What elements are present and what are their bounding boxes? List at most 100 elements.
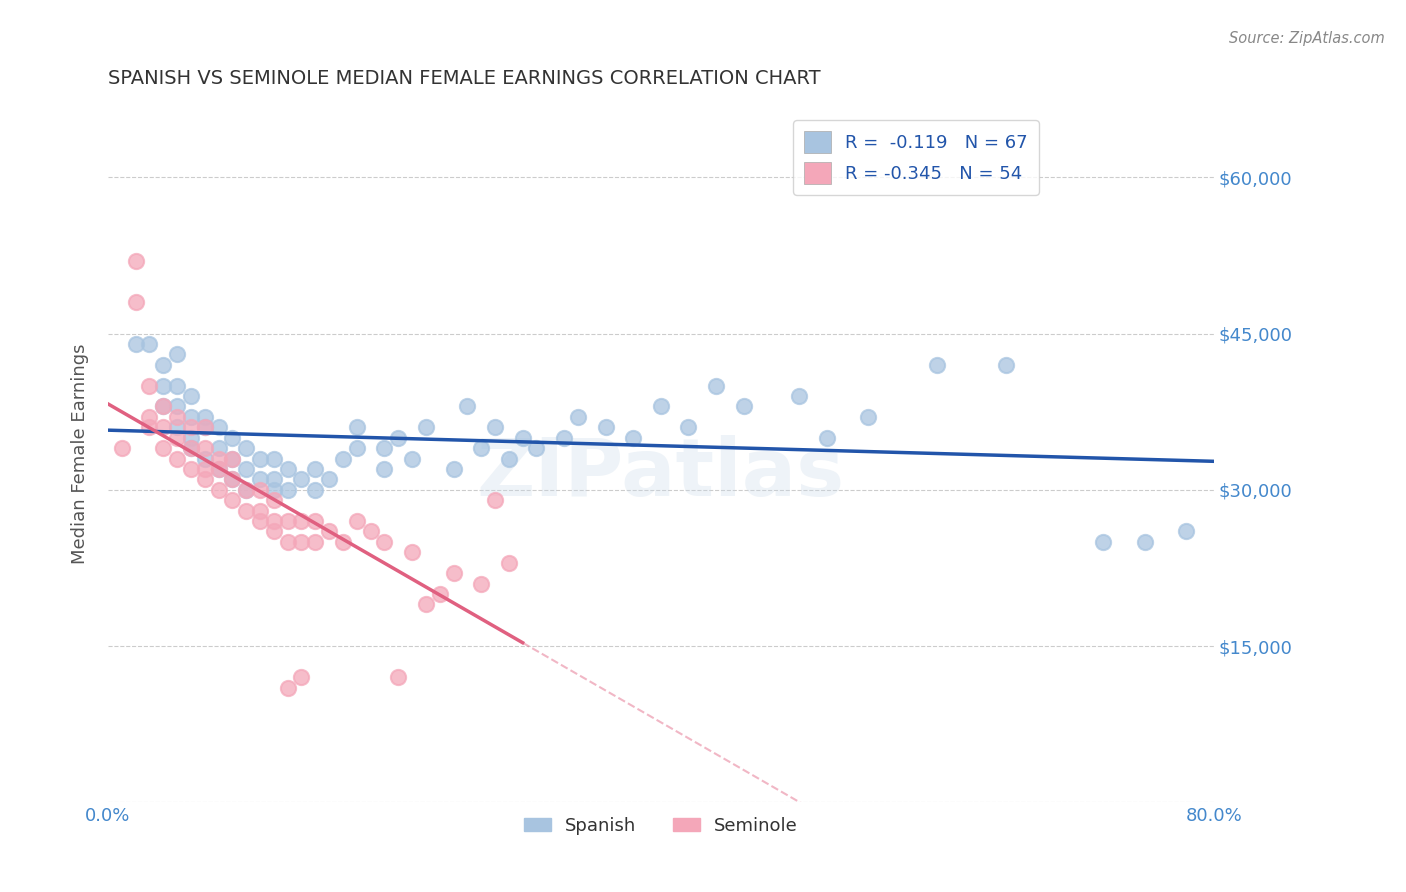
Text: ZIPatlas: ZIPatlas xyxy=(477,435,845,513)
Point xyxy=(221,451,243,466)
Point xyxy=(443,566,465,580)
Point xyxy=(512,431,534,445)
Point xyxy=(166,378,188,392)
Point xyxy=(415,598,437,612)
Point xyxy=(277,462,299,476)
Point xyxy=(180,409,202,424)
Point xyxy=(263,483,285,497)
Point xyxy=(235,483,257,497)
Point xyxy=(318,472,340,486)
Point xyxy=(249,503,271,517)
Text: Source: ZipAtlas.com: Source: ZipAtlas.com xyxy=(1229,31,1385,46)
Point xyxy=(360,524,382,539)
Point xyxy=(138,378,160,392)
Point xyxy=(263,493,285,508)
Point xyxy=(124,253,146,268)
Point xyxy=(277,681,299,695)
Point xyxy=(166,409,188,424)
Point xyxy=(373,534,395,549)
Point xyxy=(332,451,354,466)
Point xyxy=(498,451,520,466)
Point xyxy=(787,389,810,403)
Point xyxy=(194,420,217,434)
Point xyxy=(346,441,368,455)
Point xyxy=(180,441,202,455)
Point xyxy=(470,576,492,591)
Point xyxy=(304,483,326,497)
Point xyxy=(235,441,257,455)
Point xyxy=(470,441,492,455)
Point xyxy=(318,524,340,539)
Point xyxy=(180,389,202,403)
Point xyxy=(595,420,617,434)
Point xyxy=(221,493,243,508)
Point xyxy=(290,472,312,486)
Point xyxy=(166,400,188,414)
Point xyxy=(124,337,146,351)
Point xyxy=(304,462,326,476)
Point xyxy=(194,472,217,486)
Point xyxy=(166,347,188,361)
Point xyxy=(207,483,229,497)
Point xyxy=(995,358,1018,372)
Point xyxy=(249,514,271,528)
Point xyxy=(733,400,755,414)
Point xyxy=(290,670,312,684)
Legend: Spanish, Seminole: Spanish, Seminole xyxy=(516,810,806,842)
Point xyxy=(401,545,423,559)
Point xyxy=(249,451,271,466)
Y-axis label: Median Female Earnings: Median Female Earnings xyxy=(72,343,89,564)
Point xyxy=(207,420,229,434)
Point xyxy=(194,420,217,434)
Point xyxy=(304,514,326,528)
Point xyxy=(138,409,160,424)
Point xyxy=(484,493,506,508)
Point xyxy=(221,472,243,486)
Point xyxy=(346,514,368,528)
Point xyxy=(194,451,217,466)
Point xyxy=(138,337,160,351)
Point xyxy=(263,524,285,539)
Point xyxy=(221,451,243,466)
Point xyxy=(194,462,217,476)
Point xyxy=(235,483,257,497)
Point xyxy=(235,503,257,517)
Point xyxy=(152,400,174,414)
Point xyxy=(1175,524,1198,539)
Point xyxy=(415,420,437,434)
Point xyxy=(304,534,326,549)
Point xyxy=(277,514,299,528)
Point xyxy=(235,462,257,476)
Point xyxy=(484,420,506,434)
Point xyxy=(180,431,202,445)
Point xyxy=(207,462,229,476)
Point xyxy=(1133,534,1156,549)
Point xyxy=(1092,534,1115,549)
Point xyxy=(567,409,589,424)
Point xyxy=(401,451,423,466)
Point xyxy=(207,441,229,455)
Point xyxy=(277,483,299,497)
Point xyxy=(152,400,174,414)
Point xyxy=(166,431,188,445)
Point xyxy=(553,431,575,445)
Point xyxy=(152,441,174,455)
Point xyxy=(263,514,285,528)
Point xyxy=(180,420,202,434)
Point xyxy=(180,441,202,455)
Point xyxy=(207,451,229,466)
Point xyxy=(373,462,395,476)
Point xyxy=(290,514,312,528)
Text: SPANISH VS SEMINOLE MEDIAN FEMALE EARNINGS CORRELATION CHART: SPANISH VS SEMINOLE MEDIAN FEMALE EARNIN… xyxy=(108,69,821,87)
Point xyxy=(526,441,548,455)
Point xyxy=(124,295,146,310)
Point xyxy=(263,451,285,466)
Point xyxy=(456,400,478,414)
Point xyxy=(704,378,727,392)
Point xyxy=(429,587,451,601)
Point xyxy=(927,358,949,372)
Point xyxy=(498,556,520,570)
Point xyxy=(221,472,243,486)
Point xyxy=(373,441,395,455)
Point xyxy=(221,431,243,445)
